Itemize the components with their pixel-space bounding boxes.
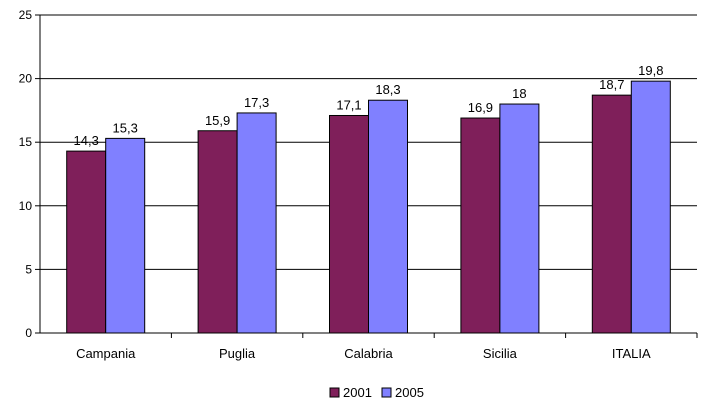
data-label: 15,9 [205,113,230,128]
data-label: 18,7 [599,77,624,92]
bars [66,80,671,334]
bar-2001 [329,114,369,334]
data-label: 17,1 [336,97,361,112]
bar-2001 [591,94,632,334]
data-label: 18,3 [375,82,400,97]
y-axis-ticks: 0 5 10 15 20 25 [19,8,40,340]
data-label: 15,3 [113,120,138,135]
x-category-label: ITALIA [612,346,651,361]
bar-2005 [105,137,146,334]
data-labels: 14,3 15,3 15,9 17,3 17,1 18,3 16,9 18 18,7 19,8 [74,63,664,148]
bar-2005 [499,103,540,334]
data-label: 19,8 [638,63,663,78]
legend: 2001 2005 [329,385,424,400]
y-tick-label: 20 [19,72,33,86]
data-label: 14,3 [74,133,99,148]
bar-2005 [630,80,671,334]
legend-swatch [329,387,340,398]
legend-label: 2001 [343,385,372,400]
x-category-label: Puglia [219,346,256,361]
legend-swatch [381,387,392,398]
axes [39,15,698,338]
y-tick-label: 5 [25,262,32,276]
y-tick-label: 0 [25,326,32,340]
legend-label: 2005 [395,385,424,400]
x-category-label: Sicilia [483,346,518,361]
data-label: 17,3 [244,95,269,110]
bar-2001 [197,130,238,334]
data-label: 18 [512,86,526,101]
x-axis-labels: Campania Puglia Calabria Sicilia ITALIA [76,346,651,361]
y-tick-label: 25 [19,8,33,22]
bar-2001 [66,150,107,334]
x-category-label: Calabria [344,346,393,361]
bar-2005 [368,99,408,334]
y-tick-label: 15 [19,135,33,149]
x-category-label: Campania [76,346,136,361]
y-tick-label: 10 [19,199,33,213]
bar-2001 [460,117,501,334]
bar-2005 [236,112,277,334]
data-label: 16,9 [468,100,493,115]
